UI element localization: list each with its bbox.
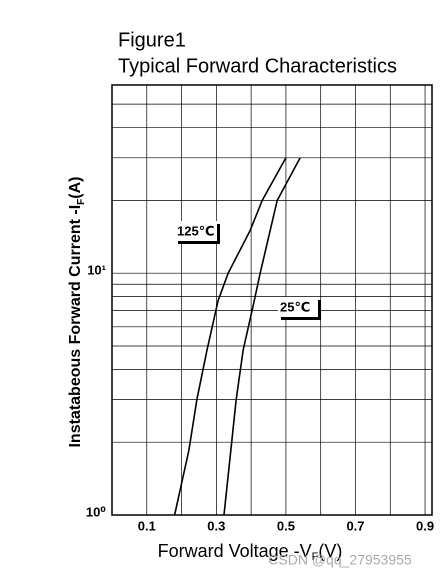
- watermark: CSDN @qq_27953955: [268, 552, 412, 568]
- plot-frame: [111, 84, 433, 516]
- x-label-main: Forward Voltage -V: [158, 541, 312, 561]
- x-axis-label: Forward Voltage -VF(V): [158, 541, 343, 563]
- x-label-end: (V): [318, 541, 342, 561]
- y-label-main: Instatabeous Forward Current -I: [67, 205, 84, 448]
- label-box: [278, 297, 318, 317]
- series-line: [223, 157, 301, 516]
- y-tick-label: 10⁰: [86, 504, 106, 519]
- y-label-sub: F: [76, 199, 87, 205]
- x-label-sub: F: [312, 551, 319, 563]
- x-tick-label: 0.5: [277, 518, 295, 533]
- series-line: [173, 157, 287, 516]
- x-tick-label: 0.9: [416, 518, 434, 533]
- y-tick-label: 10¹: [87, 263, 106, 278]
- series-label: 25℃: [280, 299, 310, 314]
- x-tick-label: 0.1: [138, 518, 156, 533]
- chart-title: Figure1: [118, 29, 186, 51]
- x-tick-label: 0.7: [346, 518, 364, 533]
- label-box: [175, 221, 217, 241]
- series-label: 125℃: [177, 223, 214, 238]
- chart-subtitle: Typical Forward Characteristics: [118, 55, 397, 77]
- x-tick-label: 0.3: [207, 518, 225, 533]
- y-label-end: (A): [67, 176, 84, 198]
- y-axis-label: Instatabeous Forward Current -IF(A): [67, 176, 86, 447]
